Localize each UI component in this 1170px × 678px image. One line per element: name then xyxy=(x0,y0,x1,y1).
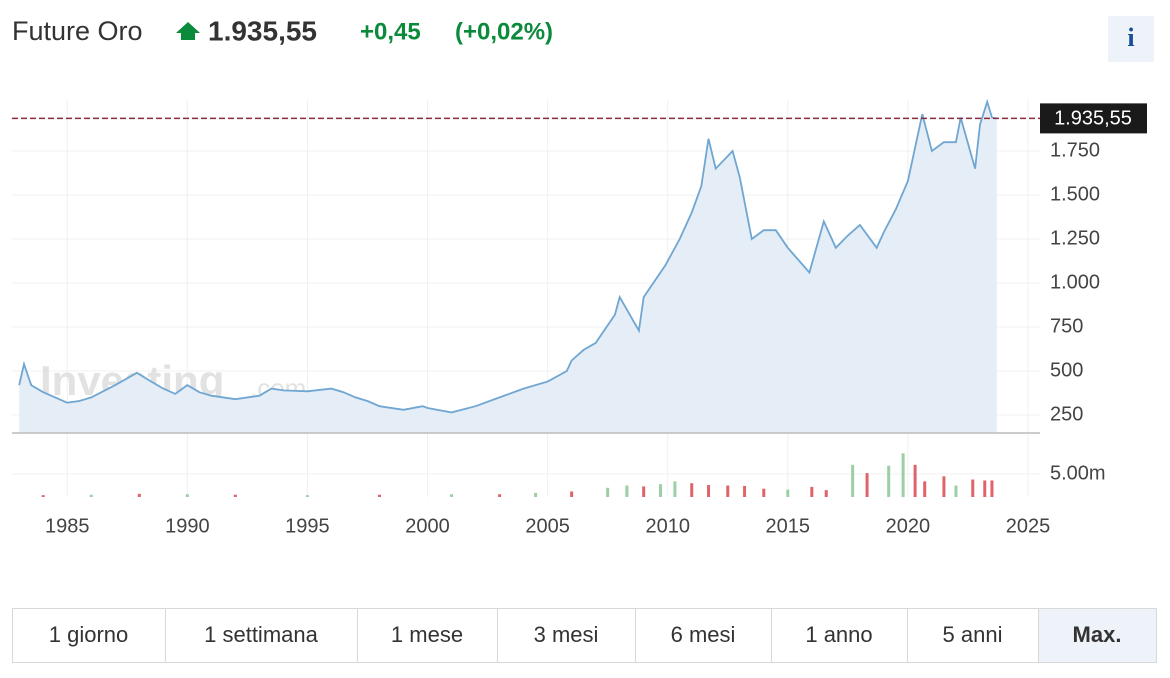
volume-bar xyxy=(913,464,917,497)
range-buttons: 1 giorno 1 settimana 1 mese 3 mesi 6 mesi 1 a… xyxy=(12,608,1157,663)
range-button[interactable] xyxy=(165,608,358,663)
volume-bar xyxy=(41,495,45,497)
range-button[interactable] xyxy=(357,608,498,663)
volume-bar xyxy=(865,473,869,497)
y-tick-label: 1.250 xyxy=(1050,227,1100,249)
volume-bar xyxy=(923,481,927,497)
price-line xyxy=(18,98,997,414)
range-button[interactable] xyxy=(497,608,636,663)
volume-bar xyxy=(707,485,711,497)
volume-bar xyxy=(305,495,309,497)
volume-bar xyxy=(901,453,905,497)
x-tick-label: 1995 xyxy=(285,515,330,537)
volume-bar xyxy=(534,492,538,497)
last-price-box xyxy=(1040,103,1147,134)
x-tick-label: 2000 xyxy=(405,515,450,537)
y-tick-label: 500 xyxy=(1050,359,1083,381)
range-button[interactable] xyxy=(907,608,1039,663)
info-icon[interactable]: i xyxy=(1127,23,1134,52)
y-tick-label: 1.500 xyxy=(1050,183,1100,205)
range-button-label[interactable]: 6 mesi xyxy=(671,622,736,647)
volume-bar xyxy=(606,487,610,497)
volume-bar xyxy=(137,493,141,497)
plot: 1985 1990 1995 2000 2005 2010 2015 2020 2025 250 5… xyxy=(12,98,1147,537)
x-tick-label: 2015 xyxy=(766,515,811,537)
volume-bar xyxy=(89,494,93,497)
volume-bar xyxy=(450,494,454,497)
volume-tick-label: 5.00m xyxy=(1050,462,1106,484)
volume-bar xyxy=(726,485,730,497)
volume-bar xyxy=(762,488,766,497)
change-pct: (+0,02%) xyxy=(455,18,553,45)
volume-bar xyxy=(983,480,987,497)
range-button-label[interactable]: 1 anno xyxy=(805,622,872,647)
volume-bar xyxy=(743,485,747,497)
title: Future Oro xyxy=(12,16,143,46)
range-button-label[interactable]: 5 anni xyxy=(943,622,1003,647)
range-button-label[interactable]: 1 giorno xyxy=(49,622,129,647)
volume-bar xyxy=(498,494,502,497)
volume-bar xyxy=(642,486,646,497)
volume-bar xyxy=(990,480,994,497)
y-tick-label: 1.000 xyxy=(1050,271,1100,293)
volume-bar xyxy=(673,481,677,497)
change: +0,45 xyxy=(360,18,421,45)
x-tick-label: 2025 xyxy=(1006,515,1051,537)
volume-bar xyxy=(377,494,381,497)
range-button[interactable] xyxy=(771,608,908,663)
range-button[interactable] xyxy=(1038,608,1157,663)
range-button[interactable] xyxy=(12,608,166,663)
range-button-label[interactable]: 1 mese xyxy=(391,622,463,647)
y-tick-label: 250 xyxy=(1050,403,1083,425)
volume-bar xyxy=(887,465,891,497)
volume-bar xyxy=(690,483,694,497)
price-area xyxy=(19,101,997,434)
volume-bar xyxy=(851,464,855,497)
volume-bar xyxy=(942,476,946,497)
volume-bar xyxy=(810,486,814,497)
last-price-label: 1.935,55 xyxy=(1054,108,1132,130)
x-tick-label: 2020 xyxy=(886,515,931,537)
volume-bar xyxy=(971,479,975,497)
volume-bar xyxy=(786,489,790,497)
volume-bar xyxy=(625,485,629,497)
volume-bar xyxy=(185,494,189,497)
x-tick-label: 1985 xyxy=(45,515,90,537)
volume-bar xyxy=(233,494,237,497)
volume-bar xyxy=(824,490,828,497)
y-tick-label: 1.750 xyxy=(1050,139,1100,161)
up-arrow xyxy=(176,22,200,40)
price: 1.935,55 xyxy=(208,15,317,46)
volume-bar xyxy=(570,491,574,497)
range-button[interactable] xyxy=(635,608,772,663)
volume-bar xyxy=(659,484,663,497)
range-button-label[interactable]: 1 settimana xyxy=(204,622,318,647)
volume-bar xyxy=(954,485,958,497)
info-button[interactable] xyxy=(1108,16,1154,62)
range-button-label[interactable]: 3 mesi xyxy=(534,622,599,647)
x-tick-label: 2005 xyxy=(525,515,570,537)
x-tick-label: 1990 xyxy=(165,515,210,537)
range-button-label[interactable]: Max. xyxy=(1073,622,1122,647)
y-tick-label: 750 xyxy=(1050,315,1083,337)
x-tick-label: 2010 xyxy=(645,515,690,537)
